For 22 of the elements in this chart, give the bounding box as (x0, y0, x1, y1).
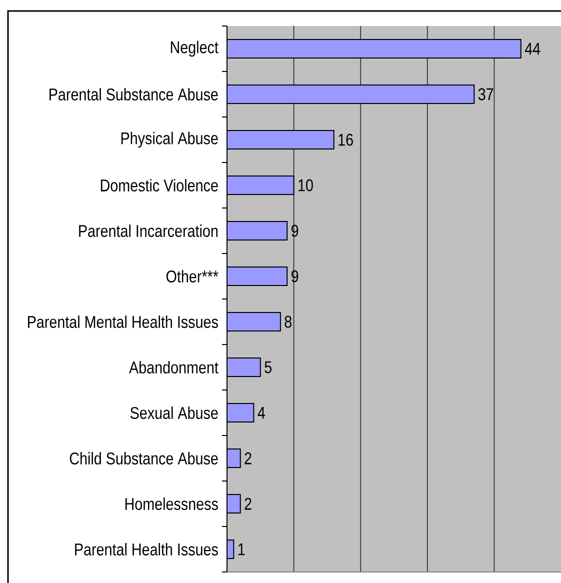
y-tick-label: Domestic Violence (100, 179, 218, 192)
y-tick-label: Parental Health Issues (75, 543, 218, 556)
data-label: 16 (338, 134, 353, 146)
data-label: 5 (264, 361, 272, 374)
y-tick-label: Physical Abuse (121, 132, 218, 148)
y-tick-label: Other*** (166, 270, 218, 282)
y-tick-label: Abandonment (129, 361, 218, 374)
y-tick-label: Neglect (170, 40, 218, 57)
y-tick-label: Sexual Abuse (130, 406, 218, 420)
data-label: 1 (238, 543, 245, 556)
y-tick-label: Homelessness (125, 498, 218, 510)
data-label: 44 (524, 42, 540, 55)
data-label: 8 (284, 316, 292, 328)
y-tick-label: Parental Mental Health Issues (28, 316, 218, 328)
data-label: 4 (258, 406, 265, 419)
data-label: 2 (244, 498, 252, 510)
data-label: 2 (244, 452, 252, 464)
y-tick-label: Parental Incarceration (79, 224, 218, 237)
data-label: 10 (298, 179, 313, 192)
data-label: 37 (478, 88, 494, 100)
y-tick-label: Child Substance Abuse (70, 452, 218, 465)
y-tick-label: Parental Substance Abuse (50, 88, 218, 100)
